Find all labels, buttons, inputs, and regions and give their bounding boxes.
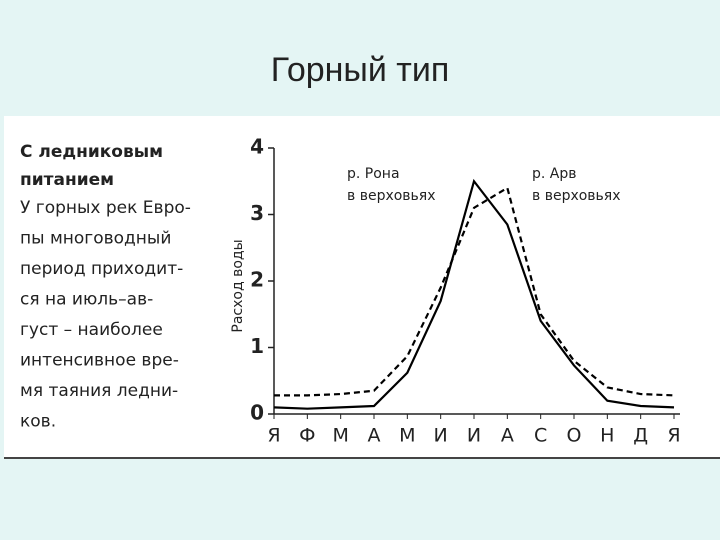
y-tick-label: 4: [250, 135, 264, 159]
series-line: [274, 186, 675, 397]
x-tick-label: Ф: [299, 425, 315, 447]
annotation: р. Рона: [347, 166, 400, 182]
text-line: интенсивное вре-: [20, 351, 179, 371]
x-tick-label: А: [368, 425, 381, 447]
text-line: мя таяния ледни-: [20, 381, 178, 401]
slide-title: Горный тип: [271, 51, 450, 89]
text-line: У горных рек Евро-: [20, 198, 191, 218]
y-tick-label: 0: [250, 401, 264, 425]
text-block: С ледниковым питанием У горных рек Евро-пы…: [20, 142, 191, 432]
x-tick-label: И: [467, 425, 481, 447]
y-tick-label: 2: [250, 268, 264, 292]
x-tick-label: А: [501, 425, 514, 447]
text-line: ков.: [20, 412, 56, 432]
panel: [4, 116, 720, 458]
text-heading: питанием: [20, 170, 114, 190]
x-tick-label: О: [567, 425, 582, 447]
annotation: в верховьях: [532, 188, 621, 204]
x-tick-label: С: [534, 425, 547, 447]
y-tick-label: 1: [250, 334, 264, 358]
x-tick-label: М: [399, 425, 415, 447]
x-tick-label: Н: [600, 425, 614, 447]
text-line: пы многоводный: [20, 229, 171, 249]
annotation: р. Арв: [532, 166, 577, 182]
text-heading: С ледниковым: [20, 142, 163, 162]
y-axis-label: Расход воды: [230, 239, 246, 332]
x-tick-label: Я: [267, 425, 280, 447]
text-line: период приходит-: [20, 259, 183, 279]
annotation: в верховьях: [347, 188, 436, 204]
text-line: густ – наиболее: [20, 320, 163, 340]
x-tick-label: И: [434, 425, 448, 447]
x-tick-label: Д: [633, 425, 648, 447]
y-tick-label: 3: [250, 201, 264, 225]
text-line: ся на июль–ав-: [20, 290, 153, 310]
x-tick-label: Я: [667, 425, 680, 447]
x-tick-label: М: [332, 425, 348, 447]
series-line: [273, 178, 675, 410]
